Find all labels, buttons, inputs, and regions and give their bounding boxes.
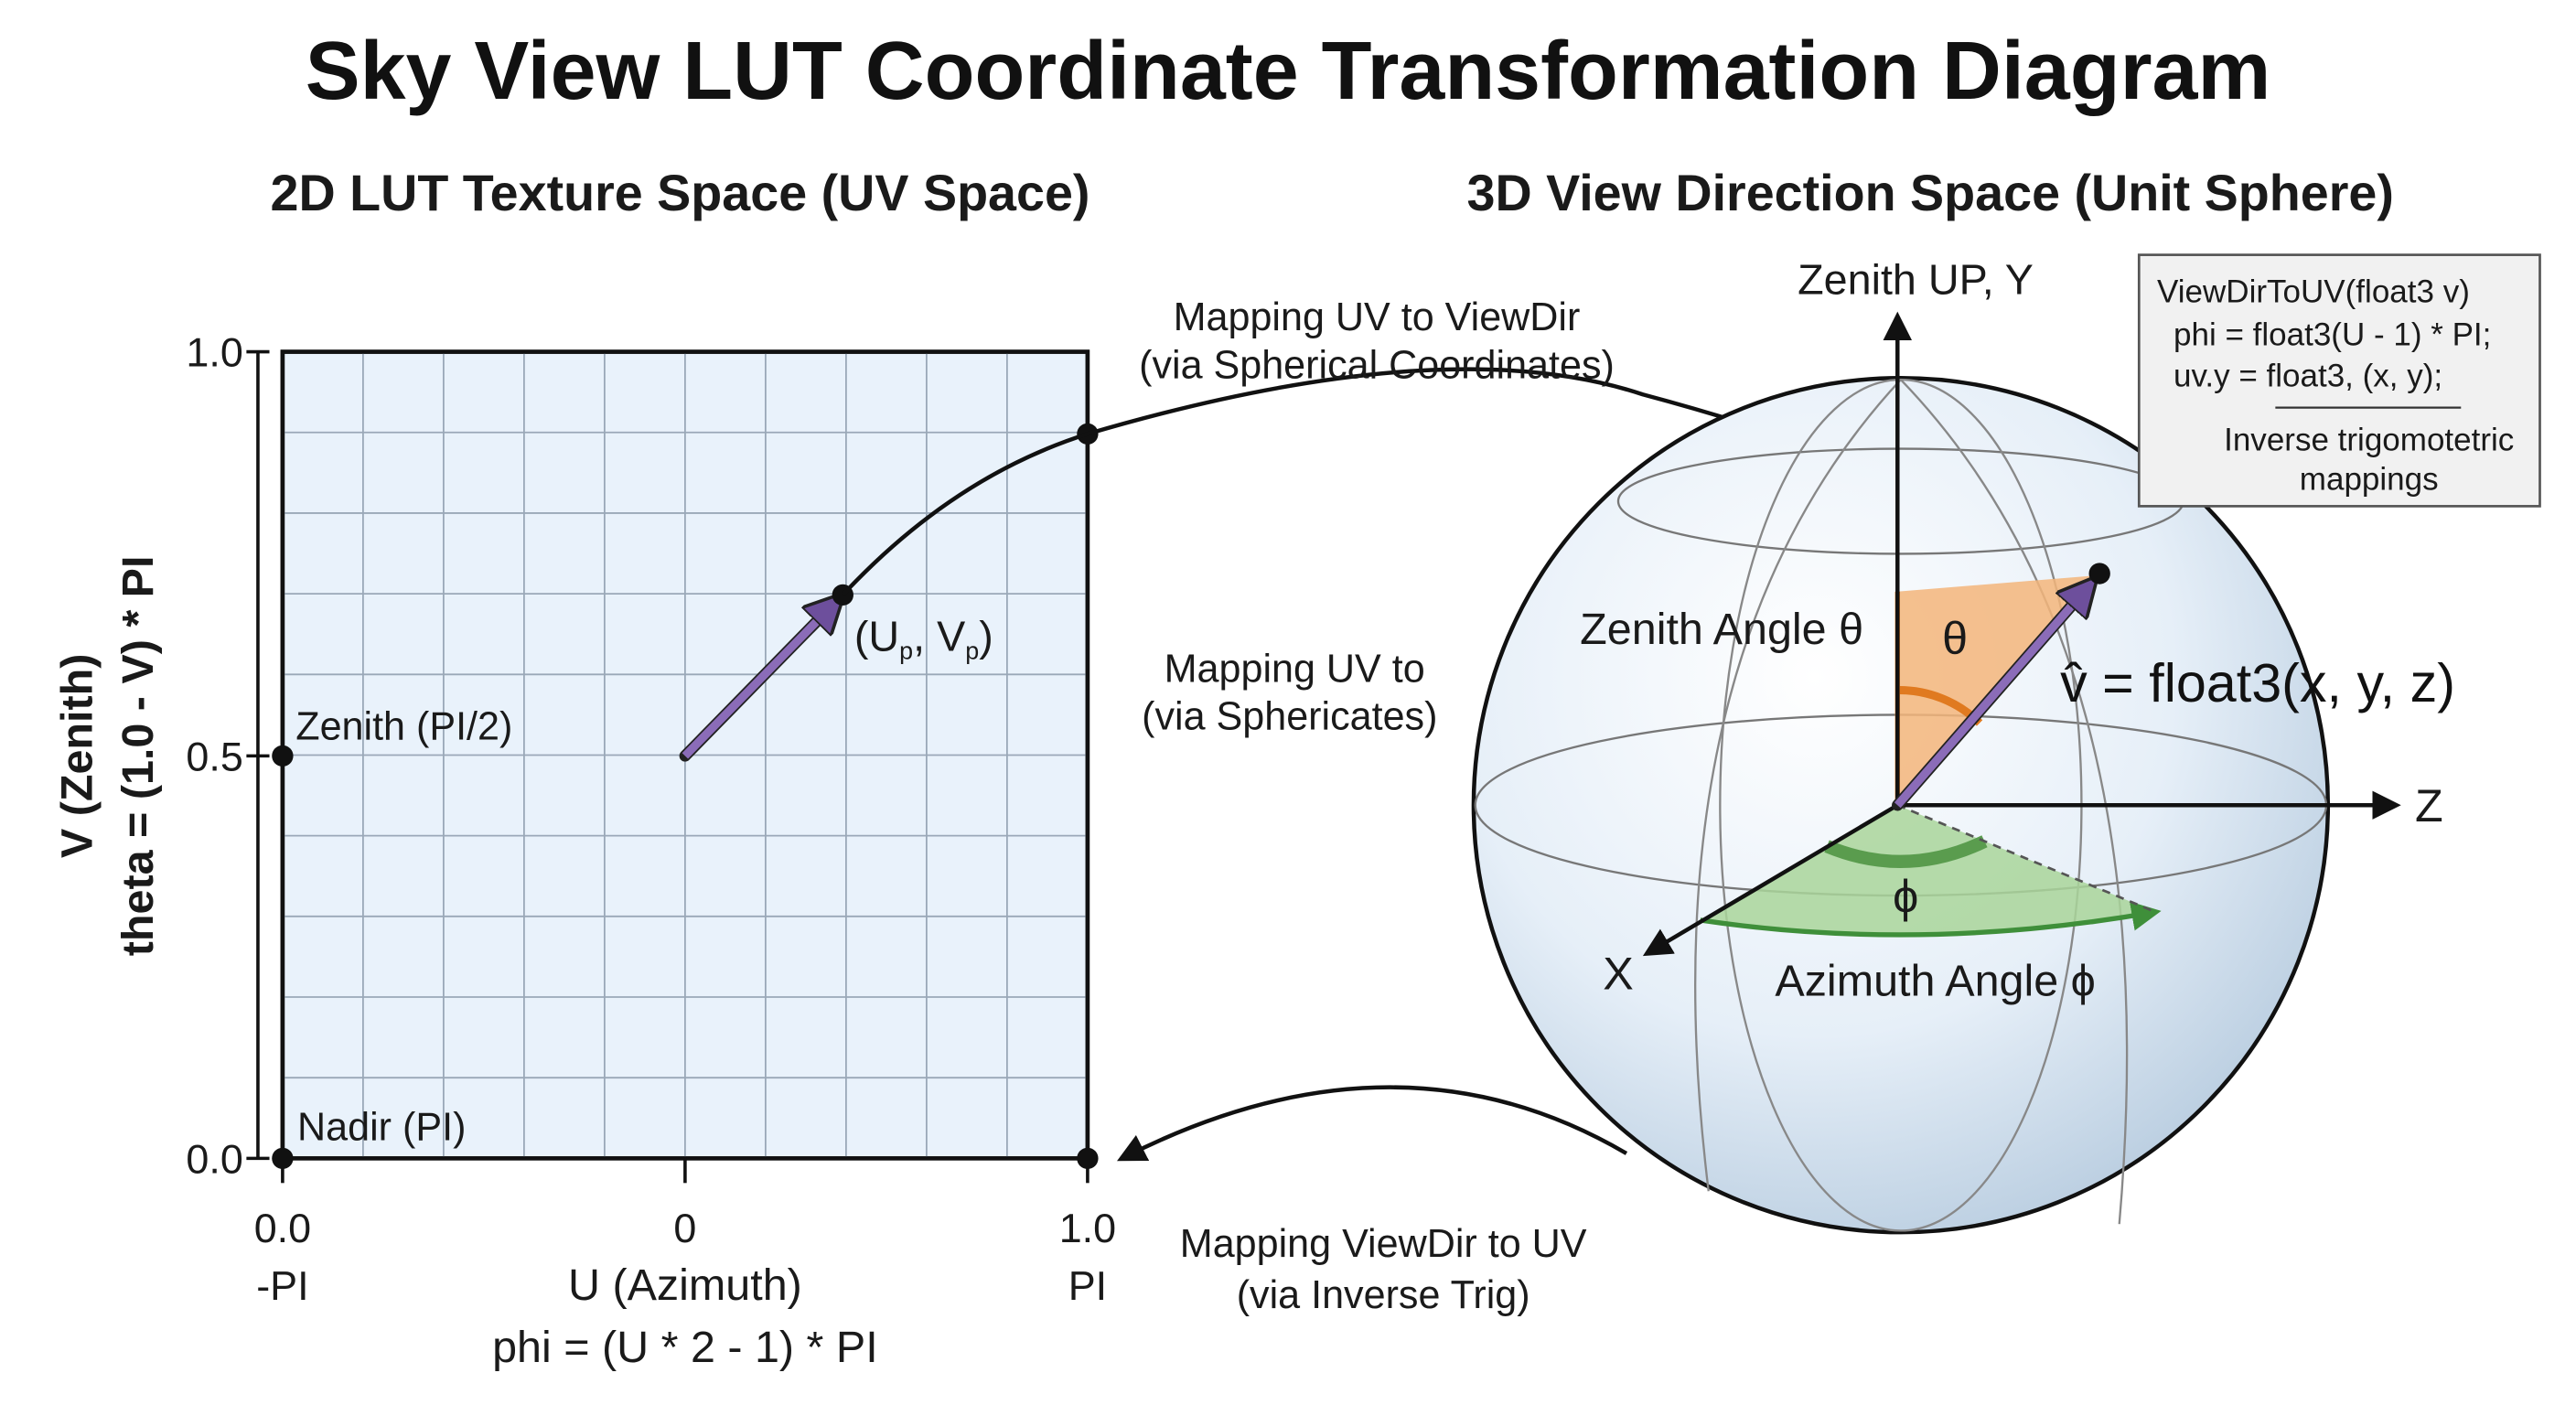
- x-tick-1: 1.0: [1059, 1205, 1116, 1251]
- x-axis-3d-label: X: [1603, 947, 1634, 999]
- y-axis-3d-label: Zenith UP, Y: [1798, 256, 2034, 304]
- nadir-point: [272, 1147, 294, 1170]
- x-axis-label: U (Azimuth): [568, 1260, 802, 1310]
- zenith-point: [272, 745, 294, 767]
- zenith-label: Zenith (PI/2): [295, 704, 512, 748]
- diagram-title: Sky View LUT Coordinate Transformation D…: [306, 26, 2271, 117]
- phi-wedge: [1700, 805, 2156, 935]
- view-vector-label: v̂ = float3(x, y, z): [2060, 652, 2455, 713]
- y-axis-formula: theta = (1.0 - V) * PI: [113, 556, 163, 957]
- x-tick-0: 0.0: [254, 1205, 311, 1251]
- y-tick-0: 0.0: [186, 1136, 242, 1183]
- x-tick-0-angle: -PI: [256, 1262, 308, 1309]
- azimuth-arc: [1700, 901, 2162, 938]
- projection-line: [1896, 804, 2156, 914]
- uv-grid: [280, 349, 1090, 1161]
- mapping-top-line2: (via Spherical Coordinates): [1139, 343, 1615, 387]
- code-note: mappings: [2300, 461, 2439, 497]
- mapping-bottom-line2: (via Inverse Trig): [1237, 1273, 1530, 1317]
- azimuth-angle-label: Azimuth Angle ϕ: [1775, 957, 2095, 1006]
- y-tick-0-5: 0.5: [186, 734, 242, 780]
- z-axis-3d-label: Z: [2415, 779, 2443, 831]
- x-tick-mid: 0: [673, 1205, 696, 1251]
- code-line: ViewDirToUV(float3 v): [2157, 274, 2470, 310]
- y-tick-1: 1.0: [186, 329, 242, 376]
- mapping-middle-line1: Mapping UV to: [1165, 648, 1425, 692]
- y-axis-label: V (Zenith): [53, 654, 102, 858]
- viewdir-to-uv-arrow: [1117, 1085, 1628, 1162]
- mapping-middle-line2: (via Sphericates): [1142, 695, 1437, 739]
- uv-space-heading: 2D LUT Texture Space (UV Space): [271, 165, 1090, 221]
- view-direction-vector: [1894, 585, 2089, 809]
- view-direction-point: [2088, 563, 2110, 585]
- nadir-label: Nadir (PI): [297, 1106, 466, 1150]
- phi-arc-inner: [1824, 835, 1988, 868]
- theta-symbol: θ: [1942, 612, 1968, 664]
- code-line: phi = float3(U - 1) * PI;: [2174, 316, 2491, 352]
- mapping-bottom-line1: Mapping ViewDir to UV: [1180, 1222, 1587, 1266]
- mapping-top-line1: Mapping UV to ViewDir: [1174, 295, 1581, 339]
- x-axis-formula: phi = (U * 2 - 1) * PI: [492, 1323, 878, 1372]
- code-note: Inverse trigomotetric: [2224, 422, 2514, 457]
- zenith-angle-label: Zenith Angle θ: [1580, 605, 1863, 654]
- x-axis-arrow: [1642, 803, 1899, 957]
- code-line: uv.y = float3, (x, y);: [2174, 358, 2442, 393]
- phi-symbol: ϕ: [1893, 870, 1918, 922]
- corner-point: [1077, 1147, 1099, 1170]
- uv-sample-vector: [682, 602, 836, 759]
- x-tick-1-angle: PI: [1068, 1262, 1107, 1309]
- sphere-space-heading: 3D View Direction Space (Unit Sphere): [1466, 165, 2393, 221]
- code-box: ViewDirToUV(float3 v) phi = float3(U - 1…: [2137, 253, 2541, 508]
- sample-point-label: (Up, Vp): [854, 612, 993, 664]
